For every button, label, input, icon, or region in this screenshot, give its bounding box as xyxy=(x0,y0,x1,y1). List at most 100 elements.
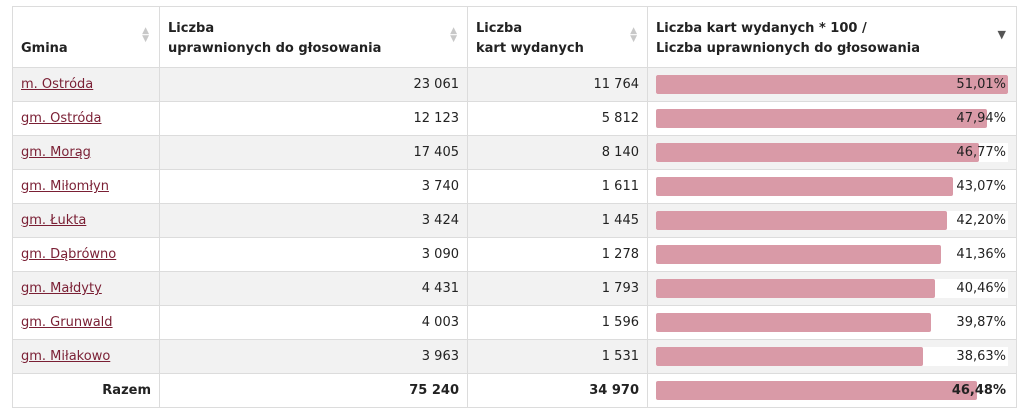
total-label: Razem xyxy=(12,373,160,408)
table-row: gm. Grunwald 4 003 1 596 39,87% xyxy=(12,305,1017,340)
ratio-bar-fill xyxy=(656,347,923,366)
gmina-link[interactable]: gm. Miłakowo xyxy=(21,349,111,364)
ratio-cell: 46,77% xyxy=(647,135,1017,170)
total-row: Razem 75 240 34 970 46,48% xyxy=(12,373,1017,408)
col-header-issued-line2: kart wydanych xyxy=(476,41,584,56)
ratio-bar-fill xyxy=(656,143,979,162)
total-eligible: 75 240 xyxy=(159,373,468,408)
ratio-value: 43,07% xyxy=(956,179,1006,194)
ratio-bar-fill xyxy=(656,381,977,400)
ratio-bar-fill xyxy=(656,279,936,298)
turnout-table: Gmina ▲ ▼ Liczba uprawnionych do głosowan… xyxy=(12,6,1017,408)
gmina-cell: gm. Grunwald xyxy=(12,305,160,340)
ratio-cell: 38,63% xyxy=(647,339,1017,374)
eligible-cell: 4 003 xyxy=(159,305,468,340)
eligible-cell: 12 123 xyxy=(159,101,468,136)
gmina-link[interactable]: gm. Ostróda xyxy=(21,111,102,126)
col-header-gmina[interactable]: Gmina ▲ ▼ xyxy=(12,6,160,68)
eligible-cell: 3 090 xyxy=(159,237,468,272)
ratio-bar: 39,87% xyxy=(656,313,1008,332)
col-header-ratio-line2: Liczba uprawnionych do głosowania xyxy=(656,41,920,56)
gmina-cell: gm. Miłomłyn xyxy=(12,169,160,204)
table-row: m. Ostróda 23 061 11 764 51,01% xyxy=(12,67,1017,102)
gmina-link[interactable]: m. Ostróda xyxy=(21,77,94,92)
gmina-link[interactable]: gm. Grunwald xyxy=(21,315,113,330)
ratio-cell: 47,94% xyxy=(647,101,1017,136)
gmina-link[interactable]: gm. Dąbrówno xyxy=(21,247,117,262)
issued-cell: 1 531 xyxy=(467,339,648,374)
col-header-gmina-line2: Gmina xyxy=(21,41,68,56)
header-row: Gmina ▲ ▼ Liczba uprawnionych do głosowan… xyxy=(12,6,1017,68)
col-header-eligible-line2: uprawnionych do głosowania xyxy=(168,41,382,56)
total-ratio-value: 46,48% xyxy=(951,383,1006,398)
ratio-bar-fill xyxy=(656,313,932,332)
ratio-cell: 51,01% xyxy=(647,67,1017,102)
ratio-bar: 41,36% xyxy=(656,245,1008,264)
gmina-link[interactable]: gm. Małdyty xyxy=(21,281,102,296)
eligible-cell: 17 405 xyxy=(159,135,468,170)
eligible-cell: 23 061 xyxy=(159,67,468,102)
col-header-eligible[interactable]: Liczba uprawnionych do głosowania ▲ ▼ xyxy=(159,6,468,68)
total-ratio-cell: 46,48% xyxy=(647,373,1017,408)
ratio-value: 38,63% xyxy=(956,349,1006,364)
ratio-value: 51,01% xyxy=(956,77,1006,92)
ratio-bar-fill xyxy=(656,75,1008,94)
col-header-eligible-line1: Liczba xyxy=(168,21,215,36)
issued-cell: 1 278 xyxy=(467,237,648,272)
ratio-bar: 38,63% xyxy=(656,347,1008,366)
eligible-cell: 4 431 xyxy=(159,271,468,306)
table-row: gm. Miłomłyn 3 740 1 611 43,07% xyxy=(12,169,1017,204)
ratio-bar: 40,46% xyxy=(656,279,1008,298)
sort-desc-icon[interactable]: ▼ xyxy=(997,28,1006,41)
ratio-bar-fill xyxy=(656,245,942,264)
ratio-value: 42,20% xyxy=(956,213,1006,228)
ratio-cell: 39,87% xyxy=(647,305,1017,340)
issued-cell: 1 445 xyxy=(467,203,648,238)
gmina-cell: gm. Dąbrówno xyxy=(12,237,160,272)
gmina-link[interactable]: gm. Miłomłyn xyxy=(21,179,109,194)
ratio-value: 39,87% xyxy=(956,315,1006,330)
sort-both-icon[interactable]: ▲ ▼ xyxy=(142,26,149,44)
eligible-cell: 3 424 xyxy=(159,203,468,238)
table-row: gm. Miłakowo 3 963 1 531 38,63% xyxy=(12,339,1017,374)
ratio-bar: 46,48% xyxy=(656,381,1008,400)
gmina-cell: gm. Małdyty xyxy=(12,271,160,306)
sort-both-icon[interactable]: ▲ ▼ xyxy=(630,26,637,44)
ratio-bar: 46,77% xyxy=(656,143,1008,162)
col-header-ratio[interactable]: Liczba kart wydanych * 100 / Liczba upra… xyxy=(647,6,1017,68)
gmina-cell: gm. Łukta xyxy=(12,203,160,238)
sort-both-icon[interactable]: ▲ ▼ xyxy=(450,26,457,44)
eligible-cell: 3 740 xyxy=(159,169,468,204)
ratio-bar-fill xyxy=(656,177,954,196)
ratio-bar-fill xyxy=(656,109,987,128)
ratio-cell: 43,07% xyxy=(647,169,1017,204)
table-row: gm. Małdyty 4 431 1 793 40,46% xyxy=(12,271,1017,306)
table-row: gm. Łukta 3 424 1 445 42,20% xyxy=(12,203,1017,238)
ratio-value: 47,94% xyxy=(956,111,1006,126)
issued-cell: 1 611 xyxy=(467,169,648,204)
gmina-cell: m. Ostróda xyxy=(12,67,160,102)
ratio-bar: 43,07% xyxy=(656,177,1008,196)
ratio-value: 46,77% xyxy=(956,145,1006,160)
issued-cell: 1 793 xyxy=(467,271,648,306)
col-header-issued-line1: Liczba xyxy=(476,21,523,36)
ratio-cell: 40,46% xyxy=(647,271,1017,306)
issued-cell: 8 140 xyxy=(467,135,648,170)
table-row: gm. Morąg 17 405 8 140 46,77% xyxy=(12,135,1017,170)
eligible-cell: 3 963 xyxy=(159,339,468,374)
ratio-bar-fill xyxy=(656,211,948,230)
col-header-ratio-line1: Liczba kart wydanych * 100 / xyxy=(656,21,867,36)
table-row: gm. Dąbrówno 3 090 1 278 41,36% xyxy=(12,237,1017,272)
ratio-bar: 51,01% xyxy=(656,75,1008,94)
gmina-link[interactable]: gm. Morąg xyxy=(21,145,91,160)
col-header-issued[interactable]: Liczba kart wydanych ▲ ▼ xyxy=(467,6,648,68)
gmina-cell: gm. Ostróda xyxy=(12,101,160,136)
issued-cell: 11 764 xyxy=(467,67,648,102)
ratio-bar: 42,20% xyxy=(656,211,1008,230)
ratio-cell: 42,20% xyxy=(647,203,1017,238)
table-row: gm. Ostróda 12 123 5 812 47,94% xyxy=(12,101,1017,136)
ratio-value: 41,36% xyxy=(956,247,1006,262)
issued-cell: 5 812 xyxy=(467,101,648,136)
gmina-cell: gm. Morąg xyxy=(12,135,160,170)
gmina-link[interactable]: gm. Łukta xyxy=(21,213,87,228)
